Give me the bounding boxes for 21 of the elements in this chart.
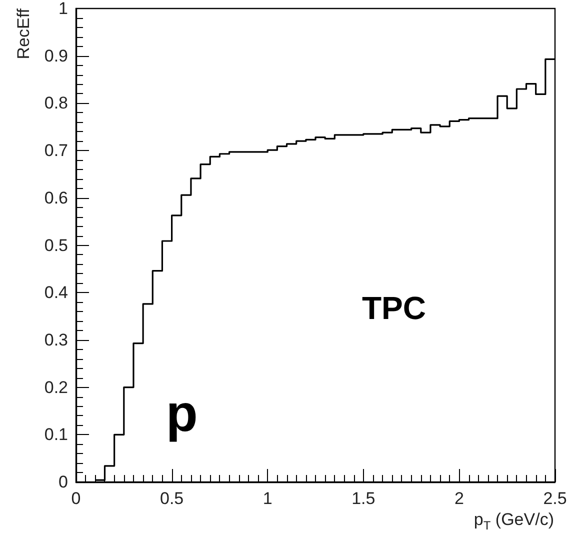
annotation: p — [166, 385, 198, 443]
y-tick-label: 0.3 — [44, 330, 68, 350]
x-tick-label: 2 — [454, 489, 464, 508]
x-tick-label: 1.5 — [352, 489, 376, 508]
y-tick-label: 0.9 — [44, 46, 68, 66]
x-tick-label: 1 — [262, 489, 272, 508]
x-axis-title: p$_{T}$ (GeV/c) — [474, 510, 554, 532]
y-tick-label: 0.1 — [44, 425, 68, 444]
y-tick-label: 0.4 — [44, 283, 68, 302]
y-tick-label: 0.7 — [44, 141, 68, 160]
x-tick-label: 0.5 — [160, 489, 184, 508]
y-tick-label: 0.2 — [44, 378, 68, 397]
y-tick-label: 0.6 — [44, 188, 68, 208]
annotation: TPC — [362, 290, 426, 326]
y-axis-title: RecEff — [14, 8, 33, 60]
y-tick-label: 0.8 — [44, 94, 68, 113]
x-tick-label: 2.5 — [543, 489, 567, 508]
y-tick-label: 1 — [58, 0, 68, 18]
y-tick-label: 0.5 — [44, 236, 68, 255]
x-tick-label: 0 — [71, 489, 81, 508]
y-tick-label: 0 — [58, 472, 68, 492]
